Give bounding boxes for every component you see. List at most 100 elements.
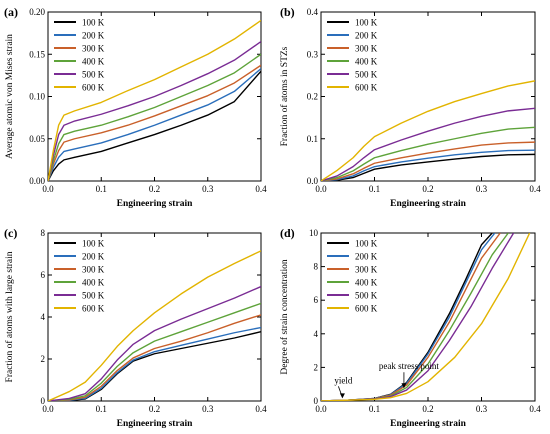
- annotation-arrowhead: [401, 383, 407, 389]
- y-tick-label: 0.10: [29, 92, 45, 102]
- x-tick-label: 0.2: [422, 404, 433, 414]
- x-tick-label: 0.4: [255, 404, 267, 414]
- x-tick-label: 0.0: [42, 184, 54, 194]
- y-tick-label: 0.15: [29, 49, 45, 59]
- series-line: [48, 326, 261, 401]
- legend-label: 100 K: [355, 18, 378, 28]
- series-line: [321, 107, 535, 181]
- legend-label: 200 K: [355, 31, 378, 41]
- plot-frame: [320, 232, 536, 402]
- legend-label: 600 K: [82, 83, 105, 93]
- series-line: [48, 64, 261, 181]
- legend-label: 100 K: [82, 239, 105, 249]
- series-group: [48, 19, 261, 181]
- y-tick-label: 4: [41, 312, 46, 322]
- y-axis-label: Fraction of atoms with large strain: [4, 251, 15, 382]
- legend-label: 500 K: [82, 291, 105, 301]
- series-line: [48, 314, 261, 401]
- series-line: [321, 153, 535, 181]
- x-axis-label: Engineering strain: [117, 199, 193, 209]
- x-tick-label: 0.1: [96, 184, 107, 194]
- legend-label: 100 K: [82, 18, 105, 28]
- panel-1: 0.0 0.1 0.2 0.3 0.4 0.0 0.1 0.2 0.3 0.4 Engineerin…: [279, 5, 541, 209]
- x-axis-label: Engineering strain: [390, 419, 466, 429]
- y-tick-label: 0.05: [29, 134, 45, 144]
- x-tick-label: 0.2: [149, 184, 160, 194]
- x-tick-label: 0.3: [202, 404, 214, 414]
- panel-2: 0.0 0.1 0.2 0.3 0.4 0 2 4 6 8 Engineering strain Fr…: [4, 226, 267, 429]
- legend-label: 100 K: [355, 239, 378, 249]
- annotation-arrowhead: [339, 393, 345, 399]
- y-tick-label: 8: [314, 262, 319, 272]
- y-tick-label: 0: [41, 396, 46, 406]
- y-axis-label: Degree of strain concentration: [279, 259, 290, 375]
- y-tick-label: 6: [41, 270, 46, 280]
- legend-label: 500 K: [355, 70, 378, 80]
- y-tick-label: 0.4: [307, 7, 319, 17]
- x-tick-label: 0.3: [476, 184, 488, 194]
- x-tick-label: 0.3: [202, 184, 214, 194]
- series-group: [48, 250, 261, 401]
- legend-label: 500 K: [82, 70, 105, 80]
- y-tick-label: 0.0: [307, 176, 319, 186]
- series-line: [48, 68, 261, 181]
- x-tick-label: 0.1: [369, 404, 380, 414]
- y-tick-label: 10: [309, 228, 319, 238]
- legend-label: 300 K: [355, 265, 378, 275]
- series-line: [48, 250, 261, 401]
- y-axis-label: Average atomic von Mises strain: [5, 34, 15, 159]
- y-tick-label: 0.00: [29, 176, 45, 186]
- series-line: [321, 126, 535, 181]
- y-tick-label: 0: [314, 396, 319, 406]
- y-axis-label: Fraction of atoms in STZs: [279, 46, 290, 146]
- x-tick-label: 0.2: [422, 184, 433, 194]
- panel-letter: (a): [4, 5, 18, 19]
- x-axis-label: Engineering strain: [117, 419, 193, 429]
- series-line: [48, 302, 261, 401]
- series-line: [48, 285, 261, 401]
- series-line: [321, 80, 535, 181]
- series-line: [48, 331, 261, 401]
- panel-letter: (d): [280, 226, 295, 240]
- x-tick-label: 0.1: [96, 404, 107, 414]
- y-tick-label: 2: [314, 362, 319, 372]
- legend-label: 300 K: [82, 265, 105, 275]
- series-line: [48, 41, 261, 181]
- x-tick-label: 0.0: [315, 404, 327, 414]
- panel-3: 0.0 0.1 0.2 0.3 0.4 0 2 4 6 8 10 Engineering strain…: [279, 226, 541, 429]
- y-tick-label: 6: [314, 295, 319, 305]
- y-tick-label: 4: [314, 329, 319, 339]
- series-line: [321, 233, 531, 401]
- x-tick-label: 0.1: [369, 184, 380, 194]
- x-tick-label: 0.3: [476, 404, 488, 414]
- x-axis-label: Engineering strain: [390, 199, 466, 209]
- x-tick-label: 0.4: [529, 404, 541, 414]
- series-group: [321, 233, 531, 401]
- legend-label: 300 K: [355, 44, 378, 54]
- legend-label: 200 K: [355, 252, 378, 262]
- legend-label: 600 K: [355, 83, 378, 93]
- legend-label: 400 K: [82, 278, 105, 288]
- legend-label: 600 K: [355, 304, 378, 314]
- series-line: [48, 53, 261, 181]
- panel-letter: (b): [280, 5, 295, 19]
- legend-label: 600 K: [82, 304, 105, 314]
- legend-label: 300 K: [82, 44, 105, 54]
- series-line: [48, 70, 261, 181]
- panel-letter: (c): [4, 226, 17, 240]
- y-tick-label: 0.20: [29, 7, 45, 17]
- y-tick-label: 0.3: [307, 49, 319, 59]
- y-tick-label: 8: [41, 228, 46, 238]
- annotation-label: peak stress point: [379, 361, 439, 371]
- y-tick-label: 2: [41, 354, 46, 364]
- x-tick-label: 0.4: [529, 184, 541, 194]
- legend-label: 400 K: [355, 278, 378, 288]
- legend-label: 400 K: [82, 57, 105, 67]
- legend-label: 500 K: [355, 291, 378, 301]
- series-line: [321, 141, 535, 181]
- legend-label: 400 K: [355, 57, 378, 67]
- panel-0: 0.0 0.1 0.2 0.3 0.4 0.00 0.05 0.10 0.15 0.20 Engin…: [4, 5, 267, 209]
- series-line: [321, 149, 535, 181]
- x-tick-label: 0.0: [315, 184, 327, 194]
